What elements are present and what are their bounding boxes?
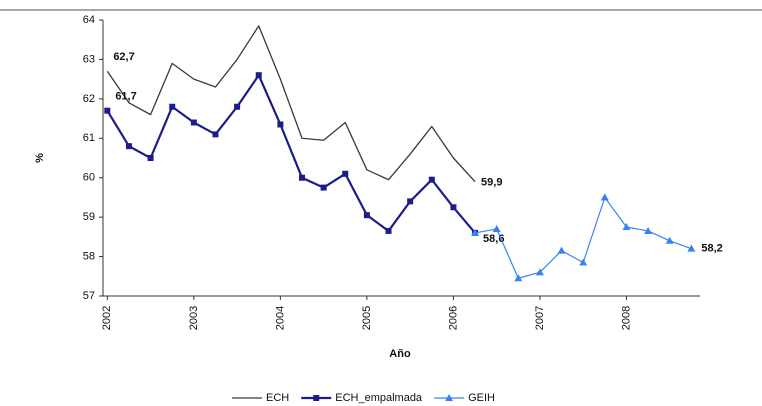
point (687, 244, 696, 252)
point (557, 246, 566, 254)
y-tick-label: 59 (83, 211, 95, 223)
series-line (106, 74, 476, 234)
y-tick-label: 60 (83, 172, 95, 184)
point (342, 170, 349, 177)
y-tick-label: 61 (83, 132, 95, 144)
point (407, 198, 414, 205)
data-label: 58,2 (701, 243, 722, 255)
point (514, 274, 523, 282)
data-label: 62,7 (113, 51, 134, 63)
data-label: 61,7 (115, 91, 136, 103)
point (104, 107, 111, 114)
point (363, 212, 370, 219)
x-tick-label: 2008 (620, 306, 632, 330)
point (299, 174, 305, 181)
point (492, 224, 501, 232)
x-tick-label: 2004 (274, 306, 286, 330)
point (450, 204, 457, 211)
point (471, 228, 480, 236)
legend-label: ECH (266, 392, 289, 404)
legend-marker (313, 395, 320, 401)
point (535, 268, 544, 276)
point (600, 193, 609, 201)
x-tick-label: 2005 (361, 306, 373, 330)
x-axis-label: Año (389, 348, 411, 360)
y-tick-label: 64 (83, 14, 95, 26)
point (212, 131, 219, 138)
point (190, 119, 197, 126)
point (385, 227, 392, 234)
y-tick-label: 58 (83, 250, 95, 262)
point (428, 176, 435, 183)
point (579, 258, 588, 266)
x-tick-label: 2007 (534, 306, 546, 330)
point (255, 72, 262, 79)
point (125, 143, 132, 150)
y-tick-label: 63 (83, 53, 95, 65)
legend-label: GEIH (468, 392, 495, 404)
y-tick-label: 57 (83, 290, 95, 302)
data-label: 59,9 (481, 177, 502, 189)
point (169, 103, 176, 110)
point (665, 236, 674, 244)
legend-marker (445, 394, 454, 401)
x-tick-label: 2006 (447, 306, 459, 330)
y-tick-label: 62 (83, 93, 95, 105)
point (234, 103, 241, 110)
x-tick-label: 2003 (188, 306, 200, 330)
point (644, 226, 653, 234)
x-tick-label: 2002 (101, 306, 113, 330)
y-axis-label: % (34, 153, 46, 163)
point (147, 155, 154, 161)
point (277, 121, 284, 128)
series-line (106, 25, 476, 183)
legend-label: ECH_empalmada (335, 392, 423, 404)
point (320, 184, 327, 191)
point (622, 223, 631, 230)
